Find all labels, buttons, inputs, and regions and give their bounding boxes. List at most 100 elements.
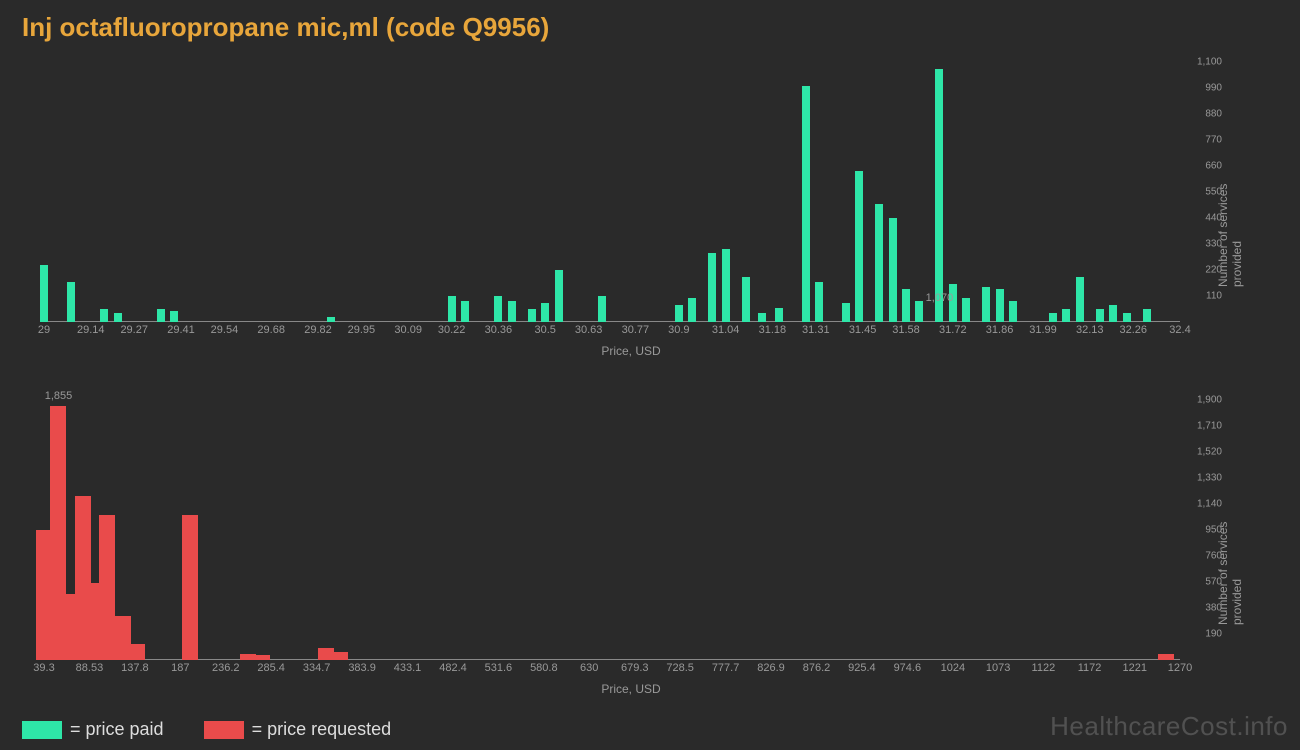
xtick: 39.3 xyxy=(33,662,54,674)
bar xyxy=(775,308,783,322)
bars-top xyxy=(44,62,1180,322)
xtick: 29 xyxy=(38,324,50,336)
legend: = price paid = price requested xyxy=(22,719,391,740)
bars-bottom xyxy=(44,400,1180,660)
bar xyxy=(962,298,970,322)
xtick: 31.99 xyxy=(1029,324,1057,336)
xtick: 285.4 xyxy=(257,662,285,674)
bar xyxy=(129,644,145,660)
xtick: 1270 xyxy=(1168,662,1192,674)
xtick: 30.22 xyxy=(438,324,466,336)
ytick: 880 xyxy=(1182,109,1222,120)
bar xyxy=(508,301,516,322)
ytick: 1,520 xyxy=(1182,447,1222,458)
bar xyxy=(67,282,75,322)
xtick: 1172 xyxy=(1078,662,1102,674)
bar xyxy=(688,298,696,322)
xtick: 30.9 xyxy=(668,324,689,336)
bar xyxy=(996,289,1004,322)
bar xyxy=(1109,305,1117,322)
xtick: 187 xyxy=(171,662,189,674)
xtick: 580.8 xyxy=(530,662,558,674)
bar xyxy=(332,652,348,660)
xtick: 29.95 xyxy=(348,324,376,336)
xtick: 433.1 xyxy=(394,662,422,674)
xtick: 876.2 xyxy=(803,662,831,674)
xtick: 531.6 xyxy=(485,662,513,674)
ytick: 990 xyxy=(1182,83,1222,94)
xtick: 31.18 xyxy=(759,324,787,336)
bar xyxy=(448,296,456,322)
plot-area-top: 2929.1429.2729.4129.5429.6829.8229.9530.… xyxy=(44,62,1180,322)
xtick: 32.13 xyxy=(1076,324,1104,336)
legend-item-requested: = price requested xyxy=(204,719,392,740)
xtick: 925.4 xyxy=(848,662,876,674)
xtick: 334.7 xyxy=(303,662,331,674)
peak-label-bottom: 1,855 xyxy=(45,390,73,402)
bar xyxy=(157,309,165,322)
xtick: 30.77 xyxy=(622,324,650,336)
xtick: 29.68 xyxy=(257,324,285,336)
xtick: 31.72 xyxy=(939,324,967,336)
bar xyxy=(1123,313,1131,322)
xtick: 1122 xyxy=(1032,662,1056,674)
xtick: 32.4 xyxy=(1169,324,1190,336)
xtick: 30.5 xyxy=(534,324,555,336)
bar xyxy=(182,515,198,660)
xtick: 777.7 xyxy=(712,662,740,674)
xtick: 29.14 xyxy=(77,324,105,336)
bar xyxy=(982,287,990,322)
page-title: Inj octafluoropropane mic,ml (code Q9956… xyxy=(22,12,549,43)
xtick: 630 xyxy=(580,662,598,674)
xlabel-top: Price, USD xyxy=(601,344,660,358)
xtick: 236.2 xyxy=(212,662,240,674)
bar xyxy=(815,282,823,322)
ylabel-bottom: Number of services provided xyxy=(1216,475,1244,625)
bar xyxy=(722,249,730,322)
xtick: 974.6 xyxy=(894,662,922,674)
legend-swatch-requested xyxy=(204,721,244,739)
xtick: 31.58 xyxy=(892,324,920,336)
bar xyxy=(935,69,943,322)
xticks-top: 2929.1429.2729.4129.5429.6829.8229.9530.… xyxy=(44,322,1180,340)
legend-item-paid: = price paid xyxy=(22,719,164,740)
bar xyxy=(461,301,469,322)
xtick: 31.86 xyxy=(986,324,1014,336)
bar xyxy=(1076,277,1084,322)
bar xyxy=(802,86,810,322)
bar xyxy=(555,270,563,322)
xtick: 1024 xyxy=(941,662,965,674)
xtick: 679.3 xyxy=(621,662,649,674)
bar xyxy=(100,309,108,322)
ytick: 110 xyxy=(1182,291,1222,302)
peak-label-top: 1,070 xyxy=(926,292,954,304)
bar xyxy=(1009,301,1017,322)
bar xyxy=(675,305,683,322)
bar xyxy=(494,296,502,322)
xticks-bottom: 39.388.53137.8187236.2285.4334.7383.9433… xyxy=(44,660,1180,678)
xtick: 383.9 xyxy=(348,662,376,674)
legend-swatch-paid xyxy=(22,721,62,739)
bar xyxy=(40,265,48,322)
plot-area-bottom: 39.388.53137.8187236.2285.4334.7383.9433… xyxy=(44,400,1180,660)
ytick: 1,100 xyxy=(1182,57,1222,68)
ylabel-top: Number of services provided xyxy=(1216,137,1244,287)
bar xyxy=(875,204,883,322)
xtick: 728.5 xyxy=(666,662,694,674)
xtick: 1221 xyxy=(1123,662,1147,674)
bar xyxy=(855,171,863,322)
xtick: 826.9 xyxy=(757,662,785,674)
xtick: 29.41 xyxy=(167,324,195,336)
xlabel-bottom: Price, USD xyxy=(601,682,660,696)
xtick: 32.26 xyxy=(1119,324,1147,336)
bar xyxy=(528,309,536,322)
bar xyxy=(842,303,850,322)
bar xyxy=(541,303,549,322)
xtick: 29.54 xyxy=(211,324,239,336)
bar xyxy=(598,296,606,322)
xtick: 29.27 xyxy=(120,324,148,336)
xtick: 88.53 xyxy=(76,662,104,674)
ytick: 190 xyxy=(1182,629,1222,640)
bar xyxy=(1096,309,1104,322)
bar xyxy=(708,253,716,322)
